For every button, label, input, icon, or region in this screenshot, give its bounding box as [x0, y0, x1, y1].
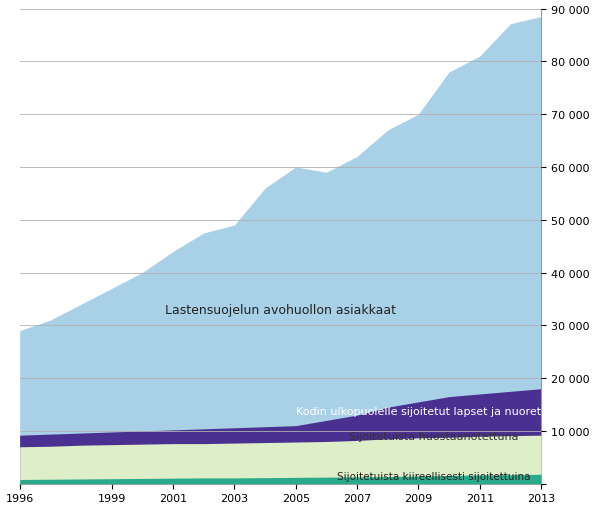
Text: Sijoitetuista huostaanotettuna: Sijoitetuista huostaanotettuna: [349, 431, 518, 441]
Text: Kodin ulkopuolelle sijoitetut lapset ja nuoret: Kodin ulkopuolelle sijoitetut lapset ja …: [296, 406, 541, 416]
Text: Lastensuojelun avohuollon asiakkaat: Lastensuojelun avohuollon asiakkaat: [165, 303, 396, 317]
Text: Sijoitetuista kiireellisesti sijoitettuina: Sijoitetuista kiireellisesti sijoitettui…: [337, 471, 531, 481]
